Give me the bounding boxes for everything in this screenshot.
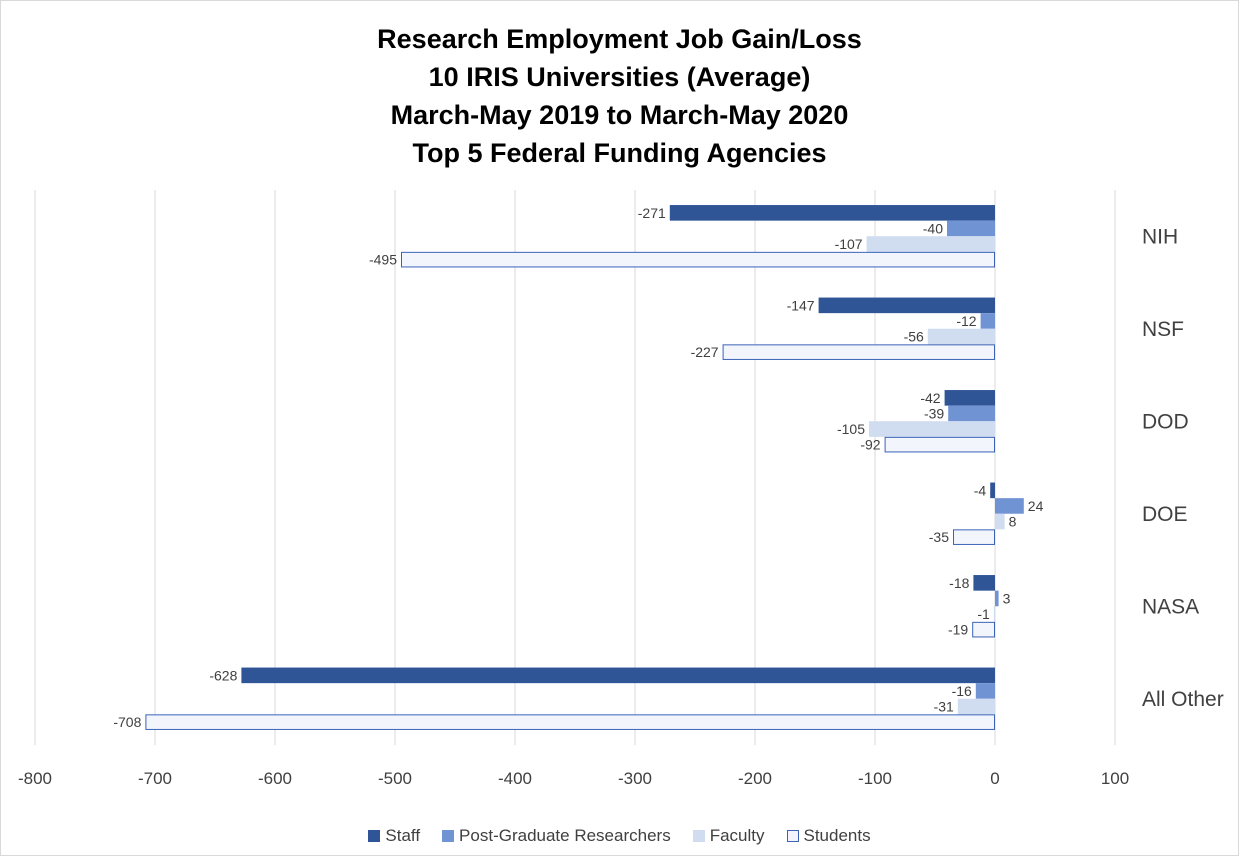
bar-dod-faculty	[869, 421, 995, 437]
chart-title-line-1: Research Employment Job Gain/Loss	[377, 24, 862, 54]
bar-nih-post-graduate-researchers	[947, 220, 995, 237]
bar-nih-staff	[669, 205, 995, 221]
data-label-nsf-faculty: -56	[904, 329, 924, 345]
bar-nasa-post-graduate-researchers	[995, 590, 999, 607]
data-label-all-other-staff: -628	[209, 667, 237, 683]
data-label-nsf-post-graduate-researchers: -12	[956, 313, 976, 329]
x-tick-label-100: -100	[858, 769, 892, 788]
chart-title-line-2: 10 IRIS Universities (Average)	[428, 62, 811, 92]
data-label-nih-faculty: -107	[835, 236, 863, 252]
data-label-doe-staff: -4	[974, 482, 987, 498]
chart-legend: Staff Post-Graduate Researchers Faculty …	[0, 826, 1239, 846]
bar-nsf-staff	[818, 297, 995, 314]
bar-nsf-post-graduate-researchers	[980, 313, 995, 329]
data-label-dod-faculty: -105	[837, 421, 865, 437]
bar-all-other-students	[145, 714, 995, 730]
bar-nih-faculty	[866, 236, 995, 252]
legend-swatch-faculty	[692, 830, 705, 842]
bar-dod-students	[884, 436, 995, 453]
data-label-nsf-staff: -147	[787, 297, 815, 313]
chart-title: Research Employment Job Gain/Loss 10 IRI…	[0, 20, 1239, 172]
bar-nih-students	[401, 251, 995, 268]
data-label-nasa-faculty: -1	[977, 606, 990, 622]
legend-item-students: Students	[786, 826, 871, 846]
legend-label-students: Students	[803, 826, 871, 845]
bar-doe-post-graduate-researchers	[995, 498, 1024, 514]
data-label-nih-post-graduate-researchers: -40	[923, 220, 943, 236]
data-label-nasa-staff: -18	[949, 575, 969, 591]
x-tick-label-800: -800	[18, 769, 52, 788]
chart-title-line-4: Top 5 Federal Funding Agencies	[412, 138, 827, 168]
category-label-dod: DOD	[1142, 410, 1189, 433]
category-label-nasa: NASA	[1142, 595, 1199, 618]
legend-item-post-graduate-researchers: Post-Graduate Researchers	[442, 826, 671, 846]
bar-doe-staff	[990, 482, 995, 499]
legend-item-faculty: Faculty	[692, 826, 765, 846]
x-tick-label-600: -600	[258, 769, 292, 788]
data-label-nasa-post-graduate-researchers: 3	[1003, 590, 1011, 606]
bar-doe-faculty	[995, 513, 1005, 530]
data-label-nasa-students: -19	[948, 622, 968, 638]
legend-swatch-post-graduate-researchers	[442, 830, 455, 842]
chart-title-line-3: March-May 2019 to March-May 2020	[390, 100, 849, 130]
data-label-dod-post-graduate-researchers: -39	[924, 405, 944, 421]
legend-label-faculty: Faculty	[709, 826, 765, 845]
x-tick-label-100: 100	[1101, 769, 1129, 788]
bar-dod-post-graduate-researchers	[948, 405, 995, 422]
data-label-nih-staff: -271	[638, 205, 666, 221]
data-label-nsf-students: -227	[691, 344, 719, 360]
category-label-doe: DOE	[1142, 503, 1188, 526]
legend-label-staff: Staff	[385, 826, 421, 845]
x-tick-label-0: 0	[990, 769, 999, 788]
bar-doe-students	[953, 529, 995, 545]
bar-chart: -800 -700 -600 -500 -400 -300 -200 -100 0 100 -271…	[18, 190, 1224, 788]
data-label-doe-students: -35	[929, 529, 949, 545]
data-label-doe-post-graduate-researchers: 24	[1028, 498, 1044, 514]
bar-dod-staff	[944, 390, 995, 406]
category-label-all-other: All Other	[1142, 688, 1224, 711]
bar-nsf-faculty	[927, 328, 995, 345]
bar-nasa-faculty	[993, 606, 995, 622]
data-label-all-other-faculty: -31	[934, 699, 954, 715]
data-label-all-other-post-graduate-researchers: -16	[952, 683, 972, 699]
data-label-all-other-students: -708	[113, 714, 141, 730]
x-tick-label-700: -700	[138, 769, 172, 788]
legend-label-post-graduate-researchers: Post-Graduate Researchers	[459, 826, 671, 845]
bar-nasa-staff	[973, 575, 995, 591]
bar-nasa-students	[972, 621, 996, 638]
x-tick-label-500: -500	[378, 769, 412, 788]
data-label-doe-faculty: 8	[1009, 514, 1017, 530]
data-label-dod-staff: -42	[920, 390, 940, 406]
x-tick-label-300: -300	[618, 769, 652, 788]
legend-swatch-staff	[368, 830, 381, 842]
bar-nsf-students	[722, 344, 995, 360]
data-label-nih-students: -495	[369, 252, 397, 268]
data-label-dod-students: -92	[860, 437, 880, 453]
category-label-nih: NIH	[1142, 225, 1178, 248]
bar-all-other-post-graduate-researchers	[975, 683, 995, 699]
category-label-nsf: NSF	[1142, 318, 1184, 341]
bar-all-other-staff	[241, 667, 995, 684]
x-tick-label-400: -400	[498, 769, 532, 788]
legend-swatch-students	[786, 830, 799, 842]
x-tick-label-200: -200	[738, 769, 772, 788]
bar-all-other-faculty	[957, 698, 995, 715]
legend-item-staff: Staff	[368, 826, 420, 846]
